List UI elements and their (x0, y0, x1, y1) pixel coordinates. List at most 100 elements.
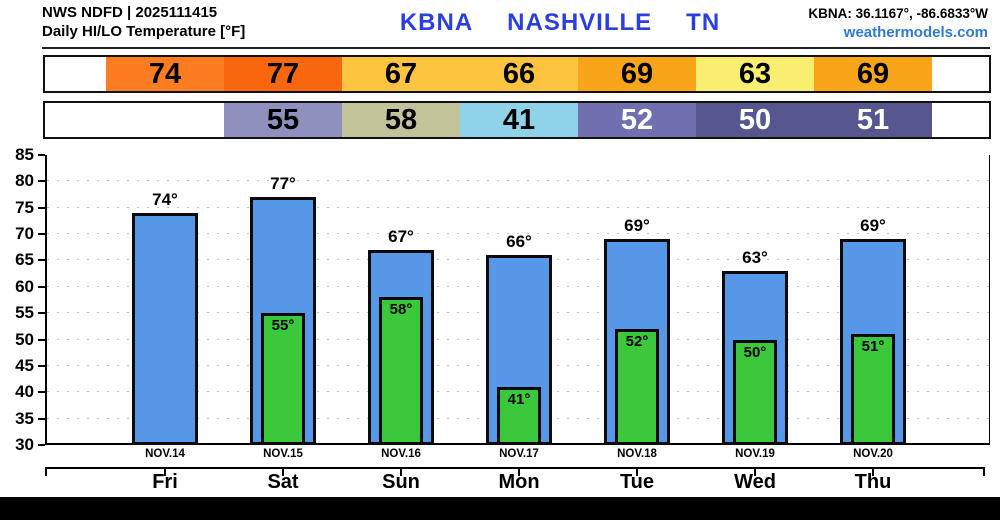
day-name-label: Fri (152, 471, 178, 493)
header-right: KBNA: 36.1167°, -86.6833°W weathermodels… (808, 4, 988, 42)
day-name-label: Tue (619, 471, 655, 493)
station-name: NASHVILLE (507, 9, 653, 36)
gridline (47, 206, 989, 208)
footer-bar (0, 497, 1000, 520)
low-value-label: 50° (743, 343, 767, 361)
high-value-label: 77° (270, 174, 296, 194)
date-label: NOV.19 (735, 448, 775, 460)
lo-strip-segment: 58 (342, 103, 460, 137)
y-tick-label: 50 (15, 329, 34, 349)
site-watermark: weathermodels.com (843, 24, 988, 41)
low-value-label: 41° (507, 391, 531, 408)
lo-strip-segment: 51 (814, 103, 932, 137)
product-label: Daily HI/LO Temperature [°F] (42, 23, 246, 40)
low-bar (261, 313, 305, 445)
station-code: KBNA (399, 9, 474, 36)
y-tick-label: 60 (15, 276, 34, 296)
day-tick-mark (872, 469, 874, 476)
y-tick-mark (38, 233, 45, 236)
y-tick-label: 65 (15, 250, 34, 270)
y-tick-label: 85 (15, 145, 34, 164)
y-tick-label: 35 (15, 408, 34, 428)
day-tick-mark (754, 469, 756, 476)
y-tick-mark (38, 154, 45, 156)
hi-strip-segment: 67 (342, 57, 460, 91)
hi-strip-segment: 77 (224, 57, 342, 91)
header-divider (42, 47, 990, 49)
station-coordinates: KBNA: 36.1167°, -86.6833°W (808, 6, 988, 21)
date-label: NOV.18 (617, 448, 657, 460)
day-name-label: Mon (498, 471, 540, 493)
plot-area: 74° 77° 55° 67° 58° 66° 41° 69° 52° 63° 50° 69° 51° (45, 155, 990, 445)
model-run-label: NWS NDFD | 2025111415 (42, 4, 218, 21)
day-name-labels: Fri Sat Sun Mon Tue Wed Thu (0, 471, 1000, 495)
low-bar (497, 387, 541, 445)
low-value-label: 52° (625, 333, 649, 350)
y-tick-mark (38, 417, 45, 420)
gridline (47, 180, 989, 182)
day-axis-end-tick (983, 469, 985, 476)
date-label: NOV.15 (263, 448, 303, 460)
hi-strip-segment: 63 (696, 57, 814, 91)
low-value-label: 55° (271, 317, 295, 335)
day-name-label: Sun (382, 471, 420, 493)
day-tick-mark (400, 469, 402, 476)
high-value-label: 69° (624, 216, 650, 236)
hi-strip-segment: 69 (578, 57, 696, 91)
y-tick-mark (38, 391, 45, 394)
day-name-label: Thu (854, 471, 892, 493)
daily-high-strip: 74 77 67 66 69 63 69 (43, 55, 991, 93)
daily-low-strip: 55 58 41 52 50 51 (43, 101, 991, 139)
y-axis: 30 35 40 45 50 55 60 65 70 75 80 85 (0, 145, 45, 454)
y-tick-mark (38, 285, 45, 288)
date-label: NOV.20 (853, 448, 893, 460)
high-value-label: 74° (152, 190, 178, 209)
y-tick-label: 45 (15, 355, 34, 375)
day-axis-line (45, 467, 985, 477)
lo-strip-segment: 55 (224, 103, 342, 137)
lo-strip-segment: 41 (460, 103, 578, 137)
station-state: TN (686, 9, 721, 36)
low-value-label: 51° (861, 338, 885, 356)
day-tick-mark (164, 469, 166, 476)
lo-strip-segment: 52 (578, 103, 696, 137)
gridline (47, 233, 989, 235)
day-tick-mark (636, 469, 638, 476)
low-bar (851, 334, 895, 445)
y-tick-mark (38, 180, 45, 183)
low-bar (379, 297, 423, 445)
y-tick-label: 40 (15, 382, 34, 402)
low-bar (733, 339, 777, 445)
x-axis-date-labels: NOV.14 NOV.15 NOV.16 NOV.17 NOV.18 NOV.19 NOV.… (0, 448, 1000, 464)
lo-strip-segment: 50 (696, 103, 814, 137)
high-value-label: 63° (742, 248, 768, 267)
day-name-label: Sat (267, 471, 299, 493)
date-label: NOV.17 (499, 448, 539, 460)
date-label: NOV.14 (145, 448, 185, 460)
day-tick-mark (518, 469, 520, 476)
high-value-label: 66° (506, 232, 532, 252)
high-value-label: 69° (860, 216, 886, 236)
hi-strip-segment: 69 (814, 57, 932, 91)
y-tick-mark (38, 338, 45, 341)
low-bar (615, 329, 659, 445)
y-tick-label: 75 (15, 197, 34, 217)
y-tick-mark (38, 364, 45, 367)
high-value-label: 67° (388, 226, 414, 246)
y-tick-mark (38, 259, 45, 262)
day-name-label: Wed (734, 471, 776, 493)
header-left: NWS NDFD | 2025111415 Daily HI/LO Temper… (42, 3, 245, 41)
hi-strip-segment: 66 (460, 57, 578, 91)
y-tick-mark (38, 206, 45, 209)
y-tick-label: 70 (15, 224, 34, 244)
y-tick-label: 30 (15, 435, 34, 454)
date-label: NOV.16 (381, 448, 421, 460)
day-axis-end-tick (45, 469, 47, 476)
hi-strip-segment: 74 (106, 57, 224, 91)
y-tick-mark (38, 444, 45, 446)
low-value-label: 58° (389, 301, 413, 319)
day-tick-mark (282, 469, 284, 476)
y-tick-mark (38, 312, 45, 315)
high-bar (132, 213, 198, 445)
